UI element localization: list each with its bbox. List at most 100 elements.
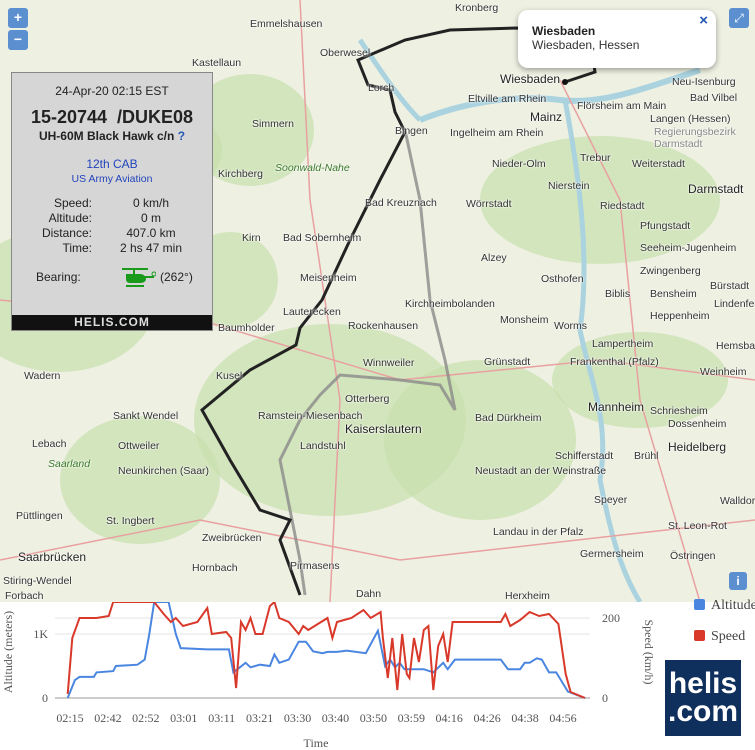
map-label: Kaiserslautern xyxy=(345,422,422,436)
stat-label: Time: xyxy=(62,241,92,255)
map-label: Ingelheim am Rhein xyxy=(450,127,544,139)
x-tick-label: 03:30 xyxy=(284,711,311,725)
map-label: Pfungstadt xyxy=(640,220,691,232)
stat-label: Distance: xyxy=(41,226,92,240)
x-tick-label: 03:59 xyxy=(398,711,425,725)
location-popup: × Wiesbaden Wiesbaden, Hessen xyxy=(518,10,716,68)
map-label: Alzey xyxy=(481,252,507,264)
legend-swatch xyxy=(694,630,705,641)
river-rhine xyxy=(418,67,701,123)
map-label: Kastellaun xyxy=(192,57,242,69)
map-label: St. Leon-Rot xyxy=(668,520,727,532)
helis-logo[interactable]: helis .com xyxy=(665,660,741,736)
popup-close-button[interactable]: × xyxy=(699,12,708,29)
map-label: Bad Kreuznach xyxy=(365,197,437,209)
legend-label: Speed xyxy=(711,629,746,644)
map-label: Stiring-Wendel xyxy=(3,575,72,587)
map-label: Langen (Hessen) xyxy=(650,113,731,125)
map-label: Weinheim xyxy=(700,366,747,378)
map-label: Riedstadt xyxy=(600,200,645,212)
x-tick-label: 04:38 xyxy=(511,711,538,725)
x-tick-label: 04:56 xyxy=(549,711,576,725)
map-label: Landstuhl xyxy=(300,440,346,452)
map-label: Worms xyxy=(554,320,588,332)
aircraft-info-panel: 24-Apr-20 02:15 EST 15-20744 /DUKE08 UH-… xyxy=(11,72,213,331)
y-right-tick: 200 xyxy=(602,611,620,625)
y-left-tick: 0 xyxy=(42,691,48,705)
forest-area xyxy=(60,416,220,544)
map-label: Rockenhausen xyxy=(348,320,419,332)
flight-stats: Speed: 0 km/h Altitude: 0 m Distance: 407.0… xyxy=(26,196,206,256)
cn-link[interactable]: ? xyxy=(177,129,186,143)
series-line-altitude xyxy=(66,602,586,699)
legend-speed[interactable]: Speed xyxy=(694,629,745,645)
map-label: Heidelberg xyxy=(668,440,727,454)
map-label: Bingen xyxy=(395,125,428,137)
map-label: Östringen xyxy=(670,550,716,562)
map-label: Lebach xyxy=(32,438,67,450)
map-label: Kirn xyxy=(242,232,261,244)
map-label: Neunkirchen (Saar) xyxy=(118,465,210,477)
x-tick-label: 03:01 xyxy=(170,711,197,725)
legend-swatch xyxy=(694,599,705,610)
map-label: Schifferstadt xyxy=(555,450,614,462)
map-label: Eltville am Rhein xyxy=(468,93,547,105)
map-label: Meisenheim xyxy=(300,272,357,284)
map-label: Hemsbach xyxy=(716,340,755,352)
x-tick-label: 03:21 xyxy=(246,711,273,725)
popup-title: Wiesbaden xyxy=(532,24,596,38)
helicopter-icon xyxy=(122,268,156,287)
map-label: Speyer xyxy=(594,494,628,506)
map-label: Baumholder xyxy=(218,322,275,334)
road xyxy=(0,519,755,561)
map-label: Frankenthal (Pfalz) xyxy=(570,356,659,368)
map-label: Soonwald-Nahe xyxy=(275,162,350,174)
map-label: Bad Vilbel xyxy=(690,92,738,104)
map-label: Sankt Wendel xyxy=(113,410,179,422)
x-tick-label: 03:40 xyxy=(322,711,349,725)
map-label: Mannheim xyxy=(588,400,645,414)
map-label: Grünstadt xyxy=(484,356,531,368)
zoom-in-button[interactable]: + xyxy=(8,8,28,28)
y-left-tick: 1K xyxy=(33,627,48,641)
y-right-tick: 0 xyxy=(602,691,608,705)
attribution-info-button[interactable]: i xyxy=(729,572,747,590)
map-label: Schriesheim xyxy=(650,405,708,417)
position-marker xyxy=(562,79,568,85)
map-label: Lorch xyxy=(368,82,395,94)
map-label: Herxheim xyxy=(505,590,550,602)
legend-altitude[interactable]: Altitude xyxy=(694,598,755,614)
stat-value: 0 km/h xyxy=(132,196,169,210)
x-tick-label: 04:26 xyxy=(473,711,500,725)
stat-value: 0 m xyxy=(140,211,161,225)
map-label: Bad Sobernheim xyxy=(283,232,362,244)
map-label: Zweibrücken xyxy=(202,532,262,544)
fullscreen-button[interactable]: ⤢ xyxy=(729,8,749,28)
map-label: Dossenheim xyxy=(668,418,727,430)
stat-value: 407.0 km xyxy=(126,226,176,240)
map-label: Forbach xyxy=(5,590,44,602)
operator-name: US Army Aviation xyxy=(71,173,153,185)
map-label: Walldorf xyxy=(720,495,755,507)
y-left-axis-title: Altitude (meters) xyxy=(1,611,15,693)
logo-line1: helis xyxy=(668,667,738,700)
map-label: Weiterstadt xyxy=(632,158,685,170)
flight-path-old xyxy=(278,129,457,596)
map-label: Neustadt an der Weinstraße xyxy=(475,465,607,477)
map-label: Bensheim xyxy=(650,288,697,300)
map-label: Otterberg xyxy=(345,393,390,405)
map-label: Wörrstadt xyxy=(466,198,512,210)
map-label: Bürstadt xyxy=(710,280,750,292)
bearing-value: (262°) xyxy=(160,270,193,284)
map-label: Pirmasens xyxy=(290,560,340,572)
zoom-out-button[interactable]: − xyxy=(8,30,28,50)
map-label: Brühl xyxy=(634,450,659,462)
stat-row: Altitude: 0 m xyxy=(26,211,206,226)
map-label: Ramstein-Miesenbach xyxy=(258,410,363,422)
map-label: Winnweiler xyxy=(363,357,415,369)
x-tick-label: 03:11 xyxy=(208,711,235,725)
map-label: Bad Dürkheim xyxy=(475,412,542,424)
y-right-axis-title: Speed (km/h) xyxy=(642,620,656,685)
map-label: Osthofen xyxy=(541,273,584,285)
stat-row: Distance: 407.0 km xyxy=(26,226,206,241)
